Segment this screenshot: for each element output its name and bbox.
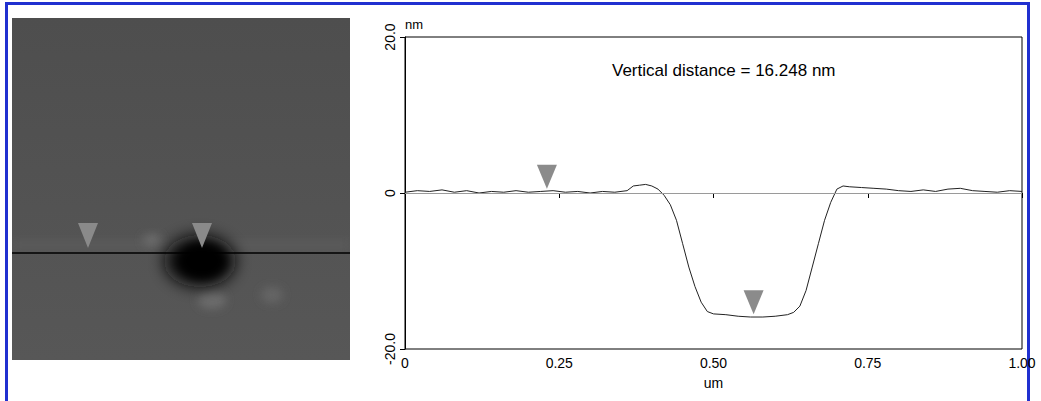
svg-text:nm: nm [405, 17, 423, 32]
svg-text:Vertical distance = 16.248 nm: Vertical distance = 16.248 nm [612, 61, 836, 80]
svg-text:0.25: 0.25 [546, 355, 573, 371]
svg-text:1.00: 1.00 [1008, 355, 1035, 371]
svg-text:0: 0 [401, 355, 409, 371]
svg-text:0.75: 0.75 [854, 355, 881, 371]
svg-text:20.0: 20.0 [382, 23, 398, 50]
svg-text:-20.0: -20.0 [382, 333, 398, 365]
svg-text:0: 0 [382, 189, 398, 197]
svg-text:0.50: 0.50 [700, 355, 727, 371]
svg-text:um: um [704, 375, 723, 391]
